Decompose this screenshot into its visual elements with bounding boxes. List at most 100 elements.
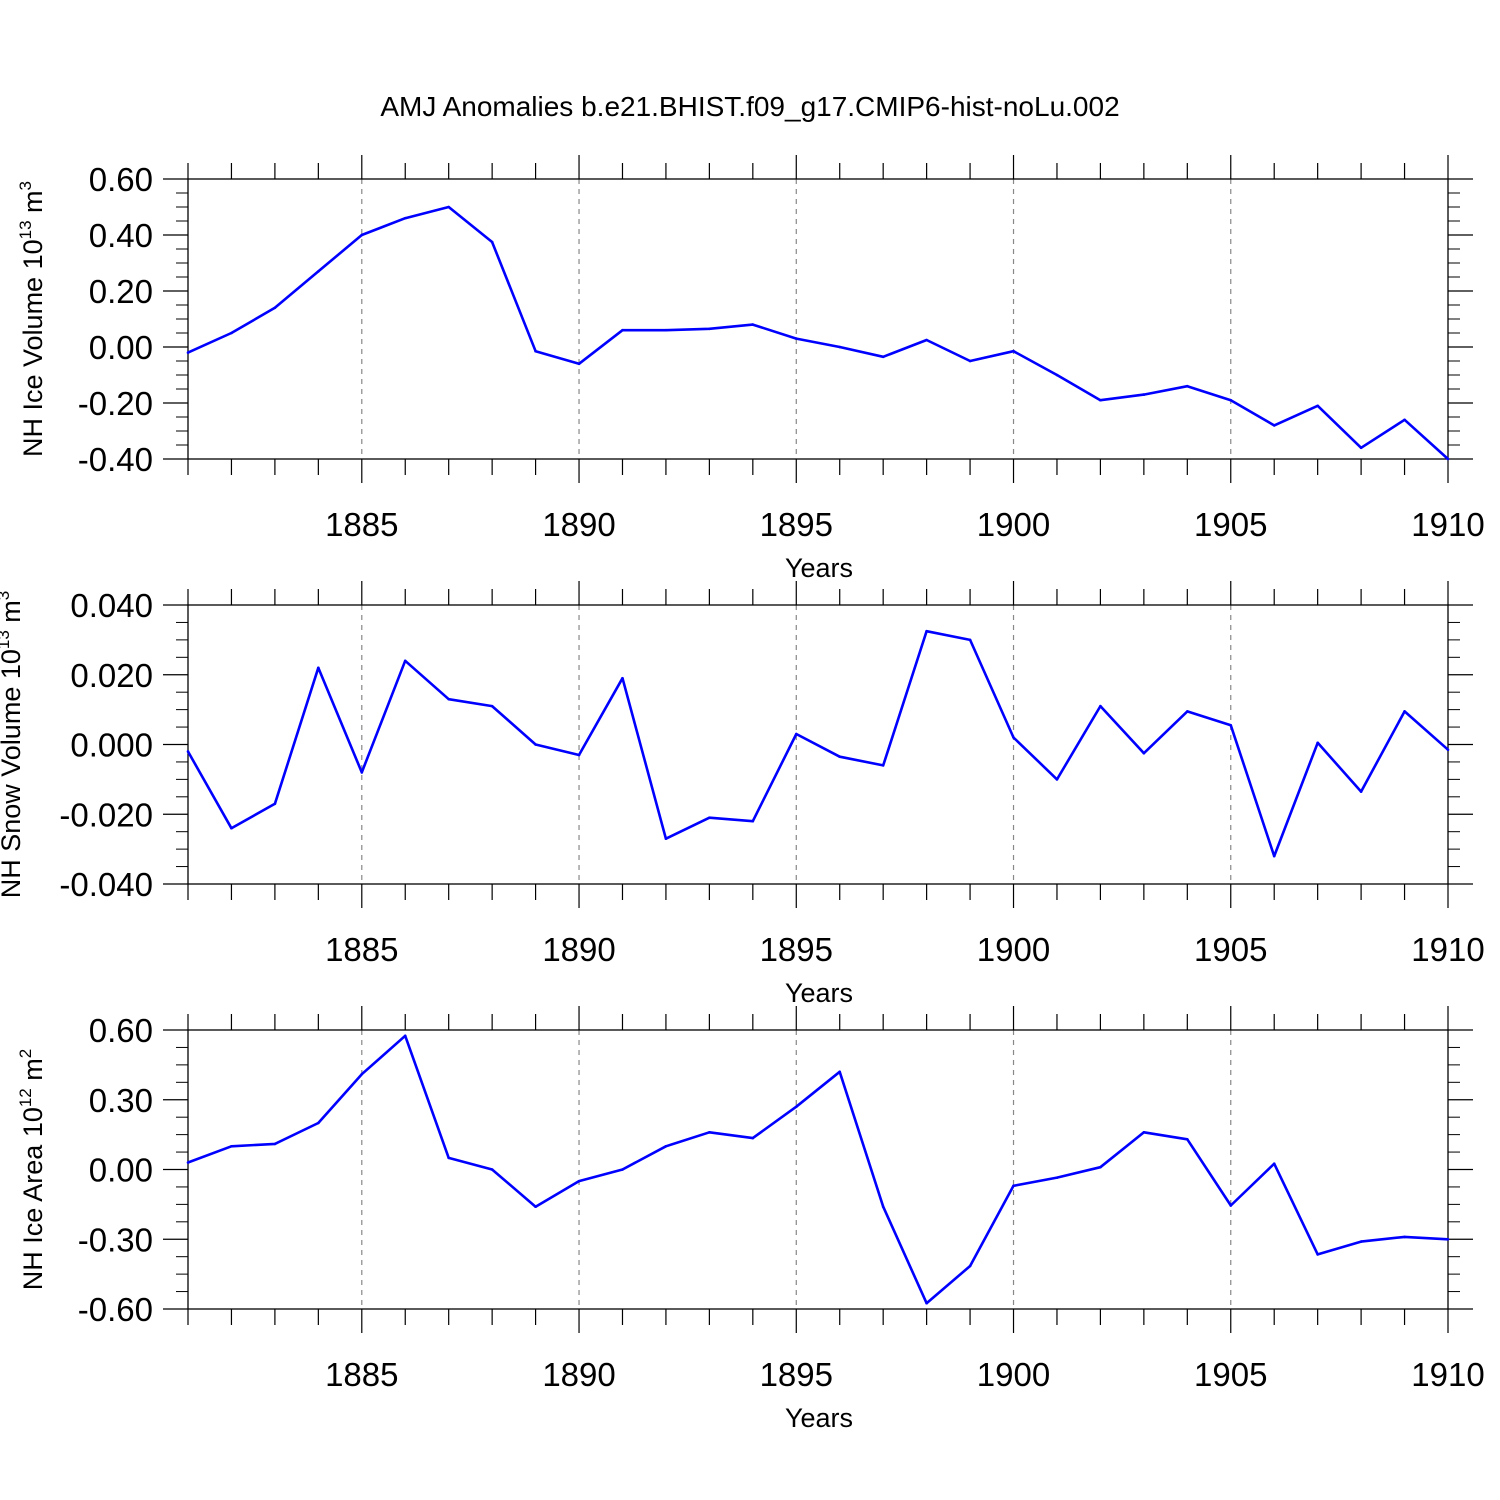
figure-title: AMJ Anomalies b.e21.BHIST.f09_g17.CMIP6-… [380,91,1119,122]
snow-volume-y-title-exponent: 13 [0,630,13,649]
ice-volume-x-tick-label: 1900 [977,506,1050,543]
ice-area-data-point [273,1142,277,1146]
snow-volume-x-tick-label: 1900 [977,931,1050,968]
snow-volume-x-tick-label: 1895 [760,931,833,968]
snow-volume-data-point [403,659,407,663]
ice-area-data-point [447,1156,450,1160]
snow-volume-data-point [1229,724,1233,727]
ice-volume-data-point [577,362,581,366]
ice-volume-data-point [1142,393,1146,396]
snow-volume-data-point [664,837,668,840]
snow-volume-y-title-unit-exponent: 3 [0,591,13,600]
ice-volume-y-tick-label: 0.20 [89,273,153,310]
ice-area-data-point [621,1168,624,1171]
ice-volume-y-title-unit-exponent: 3 [16,181,35,190]
ice-volume-data-point [1403,418,1406,422]
snow-volume-data-point [534,743,537,746]
snow-volume-y-tick-label: 0.040 [70,587,153,624]
ice-area-data-point [925,1301,928,1305]
ice-area-y-tick-label: 0.30 [89,1082,153,1119]
ice-volume-data-point [403,216,407,220]
panel-ice-volume: 1885 1890 1895 1900 1905 1910 -0.40 -0.20 0.00 0.… [16,155,1485,583]
ice-volume-x-tick-label: 1890 [542,506,615,543]
snow-volume-series-line [186,629,1449,858]
ice-area-data-point [577,1179,581,1183]
snow-volume-data-point [708,816,711,820]
ice-area-data-point [1446,1237,1450,1241]
ice-volume-y-title-text: NH Ice Volume 10 [18,239,48,457]
ice-area-x-tick-label: 1895 [760,1356,833,1393]
snow-volume-x-tick-label: 1905 [1194,931,1267,968]
ice-area-x-tick-label: 1910 [1411,1356,1484,1393]
ice-volume-x-tick-label: 1910 [1411,506,1484,543]
snow-volume-data-point [490,704,494,708]
snow-volume-data-point [1186,710,1189,713]
snow-volume-x-axis-title: Years [785,978,853,1008]
ice-volume-y-tick-label: -0.40 [78,441,153,478]
ice-volume-data-point [794,337,798,340]
snow-volume-data-point [1403,710,1406,713]
snow-volume-data-point [838,755,842,759]
ice-volume-data-point [621,328,624,332]
ice-area-x-tick-label: 1900 [977,1356,1050,1393]
ice-area-data-point [403,1034,407,1038]
ice-volume-data-point [230,331,233,335]
ice-area-data-point [1316,1253,1319,1256]
ice-volume-data-point [273,306,277,310]
ice-area-y-title-exponent: 12 [16,1088,35,1107]
ice-area-data-point [881,1205,885,1208]
snow-volume-data-point [186,750,190,753]
snow-volume-data-point [621,676,624,680]
ice-volume-y-tick-label: 0.00 [89,329,153,366]
snow-volume-data-point [1055,778,1059,781]
snow-volume-data-point [968,638,972,642]
ice-volume-data-point [360,233,364,237]
snow-volume-data-point [925,629,928,633]
snow-volume-data-point [1099,704,1102,708]
snow-volume-data-point [794,732,798,736]
ice-volume-y-tick-label: 0.40 [89,217,153,254]
snow-volume-y-title-unit: m [0,600,26,630]
snow-volume-data-point [881,764,885,767]
ice-volume-y-title-unit: m [18,190,48,220]
snow-volume-y-tick-label: 0.000 [70,727,153,764]
ice-volume-data-point [664,328,668,332]
ice-area-y-tick-label: 0.60 [89,1012,153,1049]
snow-volume-data-point [230,826,233,830]
ice-volume-y-title-exponent: 13 [16,220,35,239]
ice-area-data-point [317,1121,320,1125]
snow-volume-x-tick-label: 1885 [325,931,398,968]
snow-volume-y-tick-label: -0.040 [59,866,153,903]
ice-area-data-point [360,1072,364,1076]
snow-volume-data-point [273,802,277,806]
ice-area-x-axis-title: Years [785,1403,853,1433]
ice-volume-y-tick-label: -0.20 [78,385,153,422]
ice-volume-data-point [968,359,972,363]
panel-ice-area: 1885 1890 1895 1900 1905 1910 -0.60 -0.30 0.00 0.… [16,1006,1485,1433]
ice-volume-x-tick-label: 1905 [1194,506,1267,543]
ice-volume-x-tick-label: 1895 [760,506,833,543]
ice-volume-data-point [1316,404,1319,408]
ice-volume-data-point [1446,457,1450,461]
snow-volume-data-point [447,697,450,701]
ice-area-data-point [490,1168,494,1171]
snow-volume-y-title-text: NH Snow Volume 10 [0,649,26,898]
snow-volume-y-tick-label: -0.020 [59,796,153,833]
ice-area-data-point [1229,1204,1233,1207]
snow-volume-data-point [1272,854,1276,858]
ice-area-data-point [1012,1184,1015,1188]
ice-area-data-point [751,1136,755,1140]
ice-volume-data-point [1272,424,1276,427]
ice-volume-data-point [490,240,494,244]
ice-area-data-point [186,1161,190,1164]
ice-area-y-tick-label: -0.60 [78,1291,153,1328]
ice-volume-data-point [881,355,885,359]
ice-volume-data-point [1055,373,1059,377]
ice-area-data-point [708,1131,711,1134]
ice-volume-data-point [447,205,450,209]
ice-volume-x-axis-title: Years [785,553,853,583]
snow-volume-data-point [360,771,364,774]
ice-volume-data-point [751,323,755,326]
